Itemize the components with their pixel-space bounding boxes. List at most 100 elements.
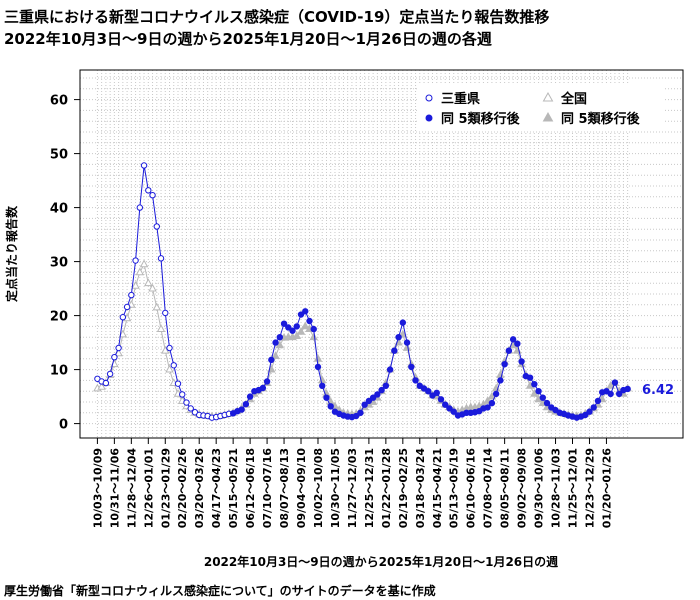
data-point [487,391,497,400]
data-point [437,396,445,403]
data-point [450,408,457,415]
data-point [166,344,173,352]
x-tick-label: 02/20～02/26 [176,448,189,529]
data-point [136,204,144,211]
series-national [93,259,632,420]
x-tick-label: 03/20～03/26 [193,448,206,529]
data-point [183,399,190,406]
x-tick-label: 10/31～11/06 [108,448,121,529]
data-point [97,382,106,390]
x-tick-label: 05/15～05/21 [227,448,240,528]
data-point [140,162,148,169]
data-point [131,281,140,289]
data-point [586,408,593,415]
x-tick-label: 04/15～04/21 [431,448,444,528]
y-tick-label: 10 [50,364,68,379]
legend-national-marker [542,91,554,102]
x-tick-label: 02/19～02/25 [397,448,410,528]
x-tick-label: 08/05～08/11 [499,448,512,528]
data-point [289,327,296,334]
data-point [296,326,306,335]
data-point [271,351,280,359]
y-tick-label: 60 [50,94,68,109]
y-tick-label: 50 [50,148,68,163]
last-value-label: 6.42 [642,383,674,398]
y-tick-label: 20 [50,310,68,325]
x-tick-label: 10/30～11/05 [329,448,342,528]
data-point [442,401,449,408]
legend-national-after-marker [542,111,554,122]
data-point [425,388,432,395]
x-tick-label: 04/17～04/23 [210,448,223,528]
data-point [433,389,440,397]
data-point [149,191,156,199]
x-tick-label: 07/10～07/16 [261,448,274,529]
data-point [408,363,415,371]
data-point [539,394,547,401]
data-point [509,336,517,343]
legend-mie-marker [425,94,433,102]
x-tick-label: 07/08～07/14 [482,448,495,529]
x-tick-label: 10/03～10/09 [91,448,104,528]
data-point [374,391,381,398]
data-point [484,404,491,411]
data-point [497,377,504,384]
data-point [153,223,160,230]
data-point [144,278,153,287]
data-point [446,405,453,412]
x-tick-label: 11/28～12/04 [125,448,138,529]
data-point [395,334,402,341]
data-point [280,320,288,327]
grid-lines [80,70,683,438]
data-point [152,302,162,311]
data-point [276,334,284,341]
data-point [170,362,177,369]
x-tick-label: 12/26～01/01 [142,448,155,528]
data-point [319,382,326,389]
y-axis: 0 10 20 30 40 50 60 [50,94,80,433]
data-point [492,390,500,398]
chart-title-line2: 2022年10月3日～9日の週から2025年1月20日～1月26日の週の各週 [4,30,492,48]
data-point [378,386,385,394]
data-point [369,394,377,401]
data-point [242,400,250,408]
x-tick-label: 09/02～09/08 [516,448,529,528]
data-point [391,347,398,354]
data-point [624,385,631,393]
data-point [518,358,525,365]
x-tick-label: 01/23～01/29 [159,448,172,528]
data-point [530,389,539,397]
data-point [128,291,135,299]
data-point [179,391,186,398]
data-point [174,380,182,387]
x-tick-label: 11/27～12/03 [346,448,359,528]
data-point [399,319,407,326]
data-point [297,311,305,318]
x-tick-label: 06/10～06/16 [465,448,478,529]
data-point [607,390,614,398]
data-point [526,374,534,381]
data-point [123,303,131,311]
legend-background [418,83,664,131]
data-point [309,332,318,341]
data-point [488,399,496,407]
data-point [357,409,364,416]
x-tick-label: 08/07～08/13 [278,448,291,528]
data-point [306,317,313,325]
x-tick-label: 05/13～05/19 [448,448,461,528]
source-note: 厚生労働省「新型コロナウィルス感染症について」のサイトのデータを基に作成 [4,584,436,598]
data-point [165,364,174,373]
y-axis-label: 定点当たり報告数 [4,205,19,302]
x-tick-label: 11/25～12/01 [567,448,580,528]
x-axis-label: 2022年10月3日～9日の週から2025年1月20日～1月26日の週 [204,554,558,569]
data-point [402,343,412,351]
legend-national-label: 全国 [560,91,587,107]
x-tick-label: 03/18～03/24 [414,448,427,529]
data-point [582,411,589,419]
data-point [285,324,292,331]
data-point [352,412,360,420]
data-point [302,308,309,315]
x-tick-label: 01/22～01/28 [380,448,393,528]
data-point [139,259,149,268]
data-point [161,345,170,354]
